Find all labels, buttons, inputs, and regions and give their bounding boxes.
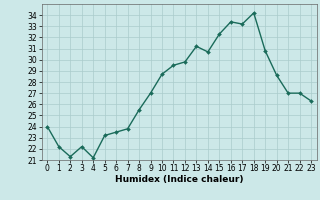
- X-axis label: Humidex (Indice chaleur): Humidex (Indice chaleur): [115, 175, 244, 184]
